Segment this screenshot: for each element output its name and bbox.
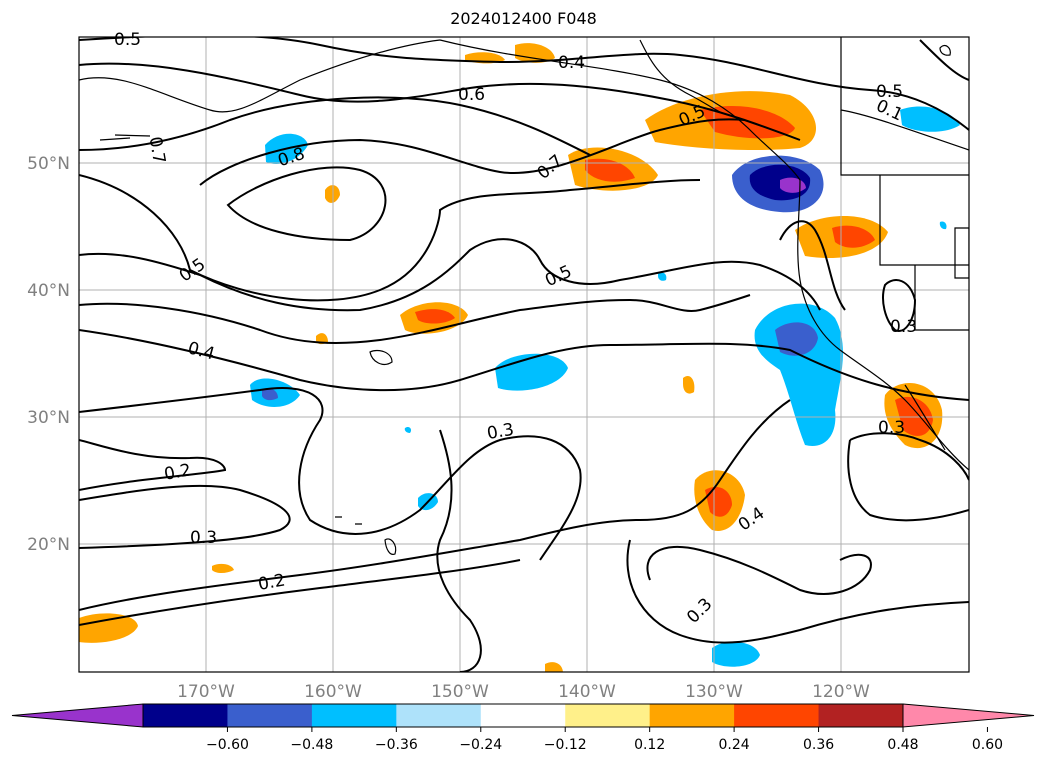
anomaly-region — [585, 158, 635, 182]
anomaly-region — [754, 303, 843, 446]
colorbar-segment — [734, 704, 820, 727]
colorbar-segment — [143, 704, 228, 727]
anomaly-region — [895, 396, 933, 436]
colorbar-segment — [818, 704, 904, 727]
gridlines — [79, 37, 969, 672]
colorbar-tick-label: 0.60 — [972, 737, 1003, 753]
anomaly-region — [404, 426, 412, 433]
colorbar-tick-label: −0.12 — [544, 737, 587, 753]
colorbar-segment — [227, 704, 313, 727]
colorbar-tick-label: 0.48 — [887, 737, 918, 753]
contour-line — [919, 39, 969, 81]
contour-line — [79, 439, 227, 491]
contour-label: 0.6 — [458, 85, 485, 105]
contour-label: 0.3 — [190, 528, 217, 548]
contour-line — [79, 174, 701, 302]
coastlines — [79, 37, 969, 555]
contour-label: 0.5 — [114, 30, 141, 50]
anomaly-region — [658, 272, 667, 281]
contour-label: 0.3 — [485, 420, 515, 444]
colorbar-tick-label: −0.36 — [375, 737, 418, 753]
anomaly-region — [415, 309, 455, 324]
anomaly-region — [775, 322, 818, 356]
contour-line — [779, 220, 846, 311]
lon-tick-label: 160°W — [304, 682, 362, 702]
colorbar-segment — [649, 704, 735, 727]
colorbar-segment — [480, 704, 566, 727]
lon-tick-label: 140°W — [558, 682, 616, 702]
contour-label: 0.2 — [163, 460, 193, 484]
anomaly-region — [212, 563, 234, 573]
contour-label: 0.5 — [876, 82, 903, 102]
colorbar-segment — [565, 704, 651, 727]
contour-label: 0.7 — [145, 135, 169, 165]
contours — [79, 37, 969, 672]
lat-tick-label: 40°N — [27, 281, 70, 301]
colorbar-extend-high — [902, 703, 1035, 728]
contour-label: 0.3 — [878, 418, 905, 438]
lat-tick-label: 20°N — [27, 535, 70, 555]
lon-tick-label: 120°W — [812, 682, 870, 702]
colorbar-tick-label: −0.60 — [206, 737, 249, 753]
map-frame — [78, 36, 970, 673]
lon-tick-label: 130°W — [685, 682, 743, 702]
contour-line — [79, 329, 969, 401]
lon-tick-label: 170°W — [177, 682, 235, 702]
contour-line — [79, 96, 591, 156]
anomaly-region — [515, 43, 555, 63]
colorbar: −0.60 −0.48 −0.36 −0.24 −0.12 0.12 0.24 0.36 0.4… — [11, 703, 1035, 753]
contour-line — [79, 387, 582, 561]
colorbar-tick-label: 0.12 — [634, 737, 665, 753]
anomaly-region — [939, 221, 947, 230]
contour-line — [847, 439, 969, 522]
contour-line — [646, 545, 872, 595]
contour-line — [79, 399, 791, 611]
contour-line — [79, 484, 291, 549]
lon-tick-label: 150°W — [431, 682, 489, 702]
anomaly-region — [545, 662, 563, 672]
anomaly-region — [683, 375, 695, 394]
contour-line — [199, 118, 746, 186]
colorbar-tick-label: 0.36 — [803, 737, 834, 753]
map-content — [79, 37, 969, 672]
contour-line — [79, 238, 821, 312]
colorbar-extend-low — [11, 703, 144, 728]
contour-line — [849, 432, 969, 481]
colorbar-segment — [396, 704, 482, 727]
colorbar-outline — [142, 703, 904, 728]
lon-axis: 170°W 160°W 150°W 140°W 130°W 120°W — [177, 682, 870, 702]
contour-line — [79, 559, 521, 626]
contour-line — [626, 539, 969, 644]
colorbar-tick-label: 0.24 — [719, 737, 750, 753]
anomaly-region — [316, 333, 328, 345]
map-title: 2024012400 F048 — [450, 9, 597, 28]
contour-line — [882, 279, 917, 332]
lat-axis: 50°N 40°N 30°N 20°N — [27, 154, 70, 555]
contour-label: 0.2 — [257, 571, 287, 595]
lat-tick-label: 30°N — [27, 408, 70, 428]
colorbar-tick-label: −0.48 — [290, 737, 333, 753]
contour-label: 0.4 — [558, 53, 585, 73]
contour-line — [79, 294, 751, 344]
anomaly-region — [712, 641, 760, 667]
contour-line — [226, 166, 387, 242]
contour-label: 0.3 — [890, 317, 917, 337]
anomaly-region — [705, 486, 732, 517]
anomaly-region — [832, 225, 875, 248]
anomaly-region — [262, 388, 278, 401]
colorbar-tick-label: −0.24 — [459, 737, 502, 753]
anomaly-region — [79, 613, 138, 643]
colorbar-segment — [311, 704, 397, 727]
contour-line — [436, 429, 482, 672]
contour-line — [79, 62, 801, 141]
lat-tick-label: 50°N — [27, 154, 70, 174]
